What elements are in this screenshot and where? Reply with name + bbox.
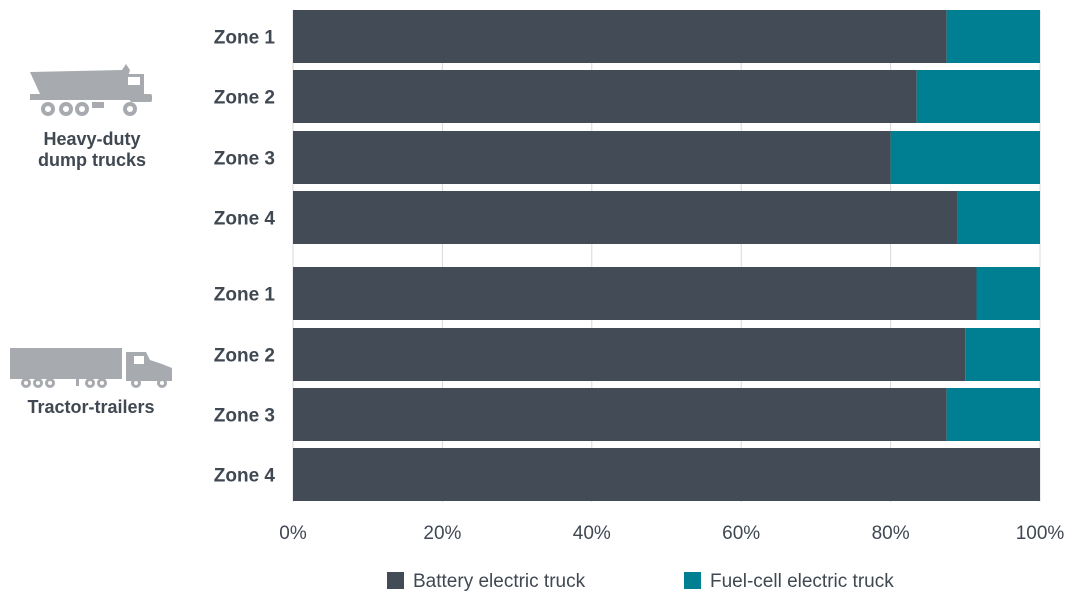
x-tick-label: 40% bbox=[573, 523, 611, 544]
group-label-dump-trucks-line2: dump trucks bbox=[37, 150, 147, 170]
bar-fuelcell bbox=[946, 388, 1040, 441]
x-tick-label: 100% bbox=[1016, 523, 1065, 544]
bar-fuelcell bbox=[965, 328, 1040, 381]
legend-label-fuelcell: Fuel-cell electric truck bbox=[710, 571, 894, 592]
bars bbox=[293, 10, 1040, 501]
category-label: Zone 3 bbox=[214, 406, 275, 427]
bar-battery bbox=[293, 10, 947, 63]
legend-swatch-battery bbox=[387, 572, 404, 589]
x-tick-label: 20% bbox=[423, 523, 461, 544]
group-label-dump-trucks-line1: Heavy-duty bbox=[43, 129, 141, 149]
bar-battery bbox=[293, 388, 947, 441]
category-label: Zone 4 bbox=[214, 466, 276, 487]
category-label: Zone 4 bbox=[214, 209, 276, 230]
bar-fuelcell bbox=[976, 267, 1040, 320]
bar-fuelcell bbox=[957, 191, 1040, 244]
legend-label-battery: Battery electric truck bbox=[413, 571, 586, 592]
bar-battery bbox=[293, 70, 917, 123]
dump-truck-icon bbox=[30, 64, 152, 116]
x-axis-ticks: 0% 20% 40% 60% 80% 100% bbox=[279, 523, 1064, 544]
x-tick-label: 60% bbox=[722, 523, 760, 544]
bar-battery bbox=[293, 191, 958, 244]
bar-battery bbox=[293, 328, 966, 381]
group-label-tractor-trailers-line1: Tractor-trailers bbox=[27, 397, 155, 417]
category-label: Zone 3 bbox=[214, 149, 275, 170]
group-label-tractor-trailers: Tractor-trailers bbox=[4, 397, 178, 418]
bar-fuelcell bbox=[916, 70, 1040, 123]
category-label: Zone 1 bbox=[214, 285, 276, 306]
legend-swatch-fuelcell bbox=[684, 572, 701, 589]
category-label: Zone 2 bbox=[214, 346, 275, 367]
x-tick-label: 0% bbox=[279, 523, 307, 544]
category-label: Zone 2 bbox=[214, 88, 275, 109]
bar-battery bbox=[293, 267, 977, 320]
bar-fuelcell bbox=[946, 10, 1040, 63]
legend: Battery electric truck Fuel-cell electri… bbox=[387, 571, 894, 592]
group-label-dump-trucks: Heavy-duty dump trucks bbox=[14, 129, 170, 171]
bar-battery bbox=[293, 131, 891, 184]
bar-battery bbox=[293, 448, 1040, 501]
x-tick-label: 80% bbox=[872, 523, 910, 544]
tractor-trailer-icon bbox=[10, 348, 172, 388]
category-labels: Zone 1 Zone 2 Zone 3 Zone 4 Zone 1 Zone 2 Zone… bbox=[214, 28, 276, 487]
bar-fuelcell bbox=[890, 131, 1040, 184]
category-label: Zone 1 bbox=[214, 28, 276, 49]
